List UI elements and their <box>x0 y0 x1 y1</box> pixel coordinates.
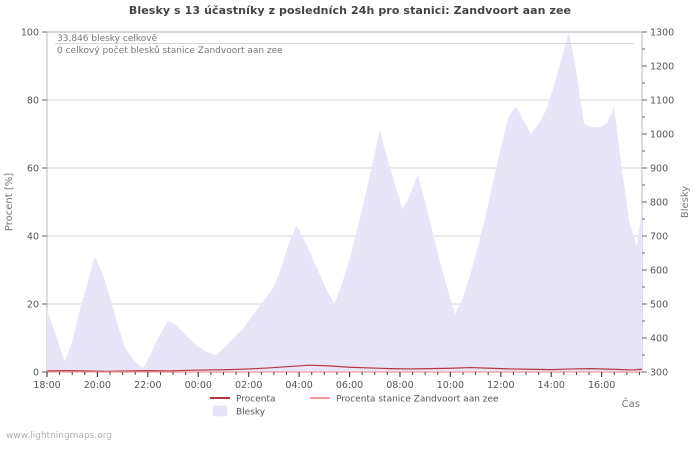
x-axis-tick-label: 14:00 <box>538 380 565 391</box>
x-axis-title: Čas <box>622 397 640 410</box>
y-axis-tick-label: 20 <box>27 300 39 311</box>
x-axis-tick-label: 10:00 <box>437 380 464 391</box>
y-axis-tick-label: 40 <box>27 232 39 243</box>
legend-label-procenta-stanice: Procenta stanice Zandvoort aan zee <box>336 395 499 405</box>
y2-axis-tick-label: 900 <box>650 164 668 175</box>
x-axis-tick-label: 04:00 <box>285 380 312 391</box>
annotation-line-2: 0 celkový počet blesků stanice Zandvoort… <box>57 45 283 56</box>
x-axis-tick-label: 06:00 <box>336 380 363 391</box>
footer-credit: www.lightningmaps.org <box>6 431 112 441</box>
y-axis-tick-label: 60 <box>27 164 39 175</box>
y-axis-title: Procent [%] <box>4 173 15 231</box>
chart-title: Blesky s 13 účastníky z posledních 24h p… <box>128 4 572 17</box>
y2-axis-tick-label: 400 <box>650 334 668 345</box>
x-axis-tick-label: 00:00 <box>185 380 212 391</box>
x-axis-tick-label: 08:00 <box>386 380 413 391</box>
y2-axis-tick-label: 1000 <box>650 130 674 141</box>
area-series-blesky <box>47 32 642 372</box>
legend-label-blesky: Blesky <box>236 408 266 418</box>
x-axis-tick-label: 22:00 <box>134 380 161 391</box>
y-axis-tick-label: 80 <box>27 96 39 107</box>
y2-axis-tick-label: 300 <box>650 368 668 379</box>
y-axis-tick-label: 0 <box>33 368 39 379</box>
x-axis-tick-label: 02:00 <box>235 380 262 391</box>
y2-axis-tick-label: 1100 <box>650 96 674 107</box>
line-series-procenta <box>46 364 643 372</box>
y2-axis-tick-label: 700 <box>650 232 668 243</box>
y2-axis-tick-label: 600 <box>650 266 668 277</box>
x-axis-tick-label: 16:00 <box>588 380 615 391</box>
legend-label-procenta: Procenta <box>236 395 276 405</box>
x-axis-tick-label: 18:00 <box>33 380 60 391</box>
y-axis-tick-label: 100 <box>21 28 39 39</box>
y2-axis-tick-label: 1200 <box>650 62 674 73</box>
annotation-line-1: 33,846 blesky celkově <box>57 34 158 44</box>
y2-axis-tick-label: 1300 <box>650 28 674 39</box>
y2-axis-title: Blesky <box>680 186 691 218</box>
x-axis-tick-label: 12:00 <box>487 380 514 391</box>
y2-axis-tick-label: 500 <box>650 300 668 311</box>
legend-swatch-blesky <box>212 405 228 417</box>
y2-axis-tick-label: 800 <box>650 198 668 209</box>
x-axis-tick-label: 20:00 <box>84 380 111 391</box>
